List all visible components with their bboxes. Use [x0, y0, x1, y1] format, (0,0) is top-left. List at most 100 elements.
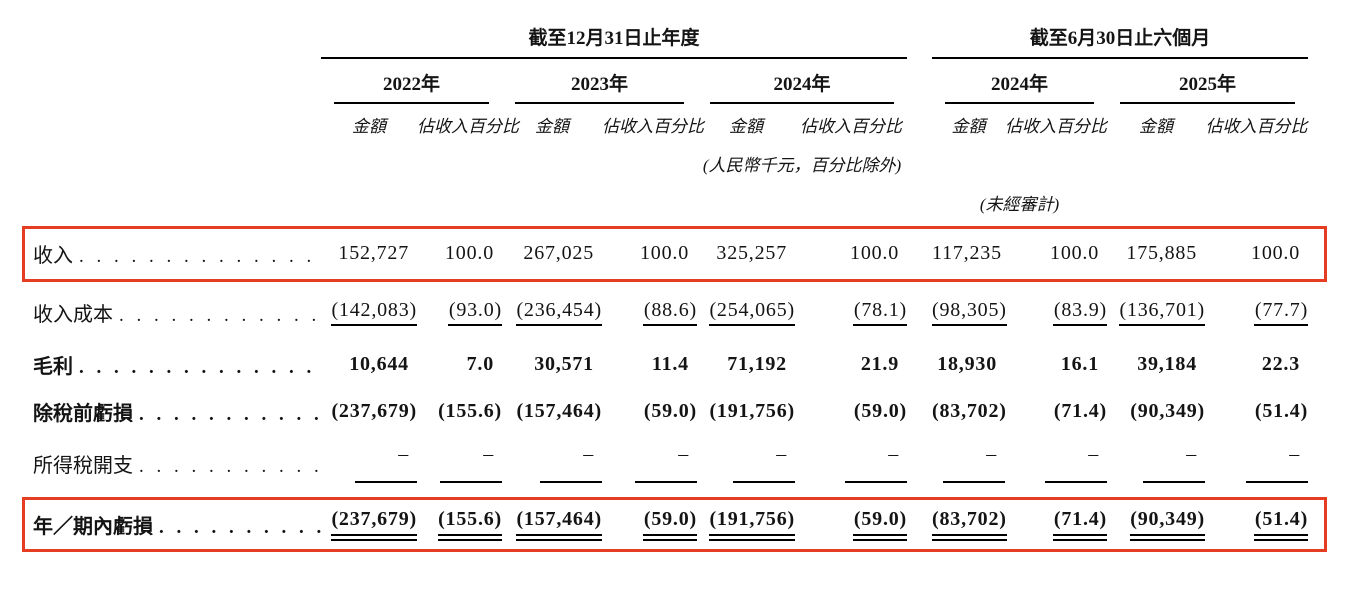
- cell-value: (191,756): [709, 399, 795, 422]
- col-subheader-pct: 佔收入百分比: [800, 116, 902, 136]
- unaudited-note-row: (未經審計): [33, 182, 1308, 222]
- cell-value: 325,257: [716, 241, 787, 264]
- col-subheader-amount: 金額: [951, 116, 986, 136]
- dot-leader: [159, 516, 321, 539]
- cell-value: 22.3: [1261, 352, 1301, 375]
- cell-value: (59.0): [795, 492, 908, 556]
- col-subheader-amount: 金額: [535, 116, 569, 136]
- cell-value: (51.4): [1205, 492, 1309, 556]
- cell-value: –: [1005, 434, 1108, 492]
- col-group-interim: 截至6月30日止六個月: [932, 8, 1309, 59]
- dot-leader: [119, 304, 321, 327]
- cell-value: 100.0: [1050, 241, 1100, 264]
- cell-value: 11.4: [651, 352, 689, 375]
- cell-value: –: [697, 434, 795, 492]
- cell-value: (155.6): [438, 399, 502, 422]
- cell-value: (236,454): [502, 284, 602, 340]
- cell-value: 100.0: [640, 241, 689, 264]
- cell-value: –: [795, 434, 908, 492]
- col-subheader-pct: 佔收入百分比: [1005, 116, 1108, 136]
- row-label-cost-of-revenue: 收入成本: [33, 298, 321, 327]
- col-subheader-pct: 佔收入百分比: [1205, 116, 1308, 136]
- cell-value: 39,184: [1137, 352, 1198, 375]
- col-subheader-pct: 佔收入百分比: [417, 116, 519, 136]
- cell-value: –: [321, 434, 417, 492]
- cell-value: (51.4): [1254, 399, 1309, 422]
- row-label-revenue: 收入: [33, 239, 321, 268]
- cell-value: (71.4): [1053, 399, 1108, 422]
- cell-value: (88.6): [602, 284, 697, 340]
- cell-value: (83,702): [932, 492, 1007, 556]
- cell-value: 100.0: [445, 241, 494, 264]
- cell-value: (77.7): [1205, 284, 1309, 340]
- year-header-row: 2022年 2023年 2024年 2024年 2025年: [33, 58, 1308, 104]
- table-row-income-tax-expense: 所得稅開支 – – – – – – – – – –: [33, 434, 1309, 492]
- col-year-2022: 2022年: [334, 69, 489, 104]
- cell-value: (59.0): [853, 399, 908, 422]
- cell-value: (83,702): [932, 399, 1007, 422]
- cell-value: (142,083): [321, 284, 417, 340]
- cell-value: (78.1): [795, 284, 908, 340]
- cell-value: (71.4): [1005, 492, 1108, 556]
- col-group-annual: 截至12月31日止年度: [321, 8, 908, 59]
- row-label-loss-for-period: 年／期內虧損: [33, 510, 321, 539]
- cell-value: (98,305): [932, 284, 1007, 340]
- cell-value: (59.0): [643, 399, 697, 422]
- cell-value: 71,192: [727, 352, 787, 375]
- cell-value: (90,349): [1130, 399, 1206, 422]
- cell-value: (157,464): [516, 399, 602, 422]
- cell-value: (191,756): [697, 492, 795, 556]
- cell-value: (90,349): [1107, 492, 1206, 556]
- table-row-loss-before-tax: 除稅前虧損 (237,679) (155.6) (157,464) (59.0)…: [33, 388, 1308, 434]
- col-year-2024-interim: 2024年: [945, 69, 1095, 104]
- note-unaudited: (未經審計): [979, 194, 1060, 214]
- cell-value: –: [1205, 434, 1309, 492]
- table-row-revenue: 收入 152,727 100.0 267,025 100.0 325,257 1…: [33, 222, 1308, 284]
- table-row-gross-profit: 毛利 10,644 7.0 30,571 11.4 71,192 21.9 18…: [33, 340, 1308, 388]
- col-subheader-pct: 佔收入百分比: [602, 116, 704, 136]
- cell-value: 18,930: [937, 352, 998, 375]
- col-subheader-amount: 金額: [729, 116, 763, 136]
- cell-value: 7.0: [466, 352, 494, 375]
- cell-value: 30,571: [534, 352, 594, 375]
- note-currency-units: (人民幣千元，百分比除外): [702, 155, 902, 175]
- dot-leader: [79, 356, 321, 379]
- units-note-row: (人民幣千元，百分比除外): [33, 144, 1308, 182]
- row-label-income-tax-expense: 所得稅開支: [33, 449, 321, 478]
- cell-value: (155.6): [417, 492, 502, 556]
- cell-value: (136,701): [1107, 284, 1206, 340]
- cell-value: 21.9: [860, 352, 900, 375]
- cell-value: (237,679): [321, 492, 417, 556]
- dot-leader: [139, 403, 321, 426]
- cell-value: (254,065): [697, 284, 795, 340]
- row-label-gross-profit: 毛利: [33, 350, 321, 379]
- cell-value: 100.0: [850, 241, 900, 264]
- table-row-cost-of-revenue: 收入成本 (142,083) (93.0) (236,454) (88.6) (…: [33, 284, 1309, 340]
- col-subheader-amount: 金額: [1139, 116, 1174, 136]
- cell-value: 152,727: [338, 241, 409, 264]
- income-statement-table: 截至12月31日止年度 截至6月30日止六個月 2022年 2023年 2024…: [33, 8, 1309, 556]
- dot-leader: [139, 455, 321, 478]
- row-label-loss-before-tax: 除稅前虧損: [33, 397, 321, 426]
- cell-value: 175,885: [1126, 241, 1198, 264]
- cell-value: –: [417, 434, 502, 492]
- cell-value: 10,644: [349, 352, 409, 375]
- cell-value: 16.1: [1060, 352, 1100, 375]
- cell-value: –: [502, 434, 602, 492]
- col-year-2025: 2025年: [1120, 69, 1296, 104]
- cell-value: (59.0): [602, 492, 697, 556]
- cell-value: –: [1107, 434, 1206, 492]
- cell-value: (83.9): [1005, 284, 1108, 340]
- col-year-2024: 2024年: [710, 69, 895, 104]
- cell-value: –: [932, 434, 1006, 492]
- cell-value: (237,679): [331, 399, 417, 422]
- cell-value: 117,235: [932, 241, 1002, 264]
- section-header-row: 截至12月31日止年度 截至6月30日止六個月: [33, 8, 1309, 59]
- cell-value: (93.0): [417, 284, 502, 340]
- cell-value: 100.0: [1251, 241, 1301, 264]
- subheader-row: 金額 佔收入百分比 金額 佔收入百分比 金額 佔收入百分比 金額 佔收入百分比 …: [33, 104, 1308, 144]
- col-subheader-amount: 金額: [352, 116, 386, 136]
- dot-leader: [79, 245, 321, 268]
- table-row-loss-for-period: 年／期內虧損 (237,679) (155.6) (157,464) (59.0…: [33, 492, 1309, 556]
